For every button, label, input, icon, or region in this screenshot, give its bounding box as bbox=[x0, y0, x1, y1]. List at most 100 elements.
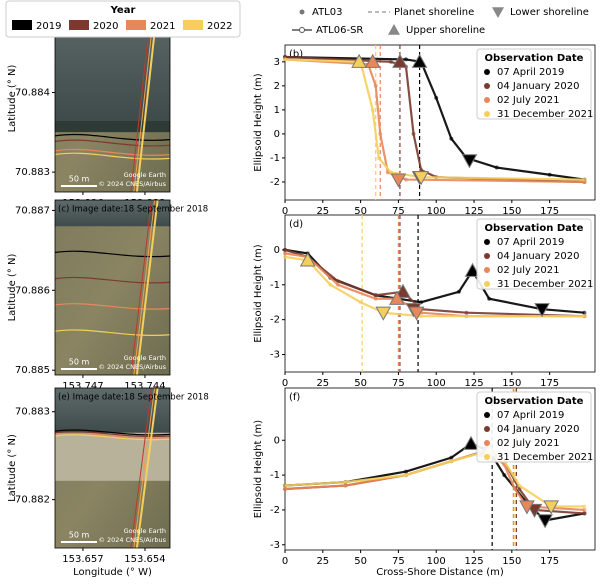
lower-shoreline-marker bbox=[408, 306, 425, 321]
x-tick-label: 175 bbox=[540, 378, 559, 389]
x-tick-label: 125 bbox=[464, 206, 483, 217]
legend-marker bbox=[484, 111, 490, 117]
x-tick-label: 0 bbox=[282, 556, 288, 567]
year-label: 2022 bbox=[207, 21, 232, 32]
x-tick-label: 125 bbox=[464, 556, 483, 567]
y-tick-label: -1 bbox=[270, 280, 280, 291]
legend-marker bbox=[484, 440, 490, 446]
atl03-point bbox=[547, 172, 552, 177]
upper-shoreline-marker bbox=[351, 53, 367, 68]
panel-label: (f) bbox=[289, 392, 300, 403]
lower-shoreline-marker bbox=[534, 303, 550, 318]
atl03-point bbox=[388, 59, 393, 64]
legend-label: 07 April 2019 bbox=[497, 410, 564, 421]
atl03-point bbox=[487, 296, 492, 301]
x-tick-label: 150 bbox=[502, 206, 521, 217]
image-frame bbox=[54, 199, 171, 376]
legend-lower: Lower shoreline bbox=[510, 7, 589, 18]
y-tick-label: 0 bbox=[274, 245, 280, 256]
year-swatch bbox=[12, 20, 32, 30]
legend-label: 04 January 2020 bbox=[497, 251, 579, 262]
year-swatch bbox=[183, 20, 203, 30]
x-tick-label: 175 bbox=[540, 206, 559, 217]
lower-shoreline-marker bbox=[461, 154, 478, 169]
y-tick-label: 0 bbox=[274, 129, 280, 140]
atl03-point bbox=[582, 511, 587, 516]
satellite-image bbox=[54, 387, 171, 549]
atl03-point bbox=[283, 254, 287, 259]
transect bbox=[135, 200, 159, 375]
atl03-point bbox=[517, 487, 522, 492]
y-tick-label: 70.883 bbox=[15, 167, 50, 178]
bluff bbox=[55, 120, 170, 133]
atl03-point bbox=[449, 459, 454, 464]
shoreline bbox=[55, 152, 170, 160]
satellite-image bbox=[54, 199, 171, 376]
legend-marker bbox=[484, 412, 490, 418]
x-tick-label: 75 bbox=[392, 378, 405, 389]
upper-shoreline-marker bbox=[299, 252, 316, 267]
y-tick-label: 1 bbox=[274, 105, 280, 116]
shoreline bbox=[55, 250, 170, 258]
scene bbox=[55, 388, 170, 548]
legend-title: Observation Date bbox=[485, 223, 584, 234]
year-label: 2021 bbox=[150, 21, 175, 32]
y-axis-label: Ellipsoid Height (m) bbox=[253, 73, 264, 172]
upper-shoreline-marker bbox=[411, 53, 428, 68]
legend-label: 02 July 2021 bbox=[497, 438, 560, 449]
atl03-point bbox=[283, 251, 287, 256]
y-tick-label: 2 bbox=[274, 81, 280, 92]
panel-label: (c) Image date:18 September 2018 bbox=[58, 205, 208, 215]
y-tick-label: -2 bbox=[270, 505, 280, 516]
legend-lower-marker bbox=[492, 7, 504, 18]
image-frame bbox=[54, 387, 171, 549]
y-axis-label: Latitude (° N) bbox=[7, 65, 18, 133]
atl03-point bbox=[373, 296, 378, 301]
y-tick-label: 70.886 bbox=[15, 285, 50, 296]
upper-shoreline-marker bbox=[395, 283, 411, 298]
atl03-point bbox=[335, 279, 340, 284]
transect bbox=[130, 388, 153, 548]
upper-shoreline-marker bbox=[389, 290, 405, 305]
legend-title: Observation Date bbox=[485, 53, 584, 64]
atl03-point bbox=[434, 95, 439, 100]
shoreline bbox=[55, 430, 170, 438]
atl03-point bbox=[582, 310, 587, 315]
legend-label: 31 December 2021 bbox=[497, 109, 593, 120]
shoreline bbox=[55, 329, 170, 336]
legend-box bbox=[476, 218, 592, 290]
atl03-point bbox=[283, 487, 287, 492]
upper-shoreline-marker bbox=[464, 262, 481, 277]
year-legend-title: Year bbox=[110, 5, 136, 16]
atl03-point bbox=[582, 314, 587, 319]
x-tick-label: 50 bbox=[354, 378, 367, 389]
x-tick-label: 153.747 bbox=[62, 381, 103, 392]
legend-marker bbox=[484, 253, 490, 259]
x-tick-label: 150 bbox=[502, 378, 521, 389]
year-swatch bbox=[126, 20, 146, 30]
y-tick-label: -1 bbox=[270, 470, 280, 481]
atl03-point bbox=[283, 57, 287, 62]
legend-marker bbox=[484, 267, 490, 273]
y-tick-label: 0 bbox=[274, 435, 280, 446]
atl03-point bbox=[373, 293, 378, 298]
legend-label: 07 April 2019 bbox=[497, 67, 564, 78]
y-tick-label: -3 bbox=[270, 540, 280, 551]
atl03-point bbox=[370, 107, 375, 112]
atl03-point bbox=[403, 177, 408, 182]
x-axis-label: Cross-Shore Distance (m) bbox=[376, 567, 504, 578]
shoreline bbox=[55, 303, 170, 310]
atl03-point bbox=[358, 300, 363, 305]
x-tick-label: 25 bbox=[316, 378, 329, 389]
scene bbox=[55, 200, 170, 375]
lower-shoreline-marker bbox=[413, 171, 429, 186]
x-tick-label: 175 bbox=[540, 556, 559, 567]
atl03-point bbox=[328, 282, 333, 287]
transect bbox=[133, 200, 156, 375]
lower-shoreline-marker bbox=[526, 503, 543, 518]
atl03-point bbox=[343, 483, 348, 488]
x-tick-label: 153.657 bbox=[62, 554, 103, 565]
legend-label: 07 April 2019 bbox=[497, 237, 564, 248]
legend-upper: Upper shoreline bbox=[406, 25, 485, 36]
